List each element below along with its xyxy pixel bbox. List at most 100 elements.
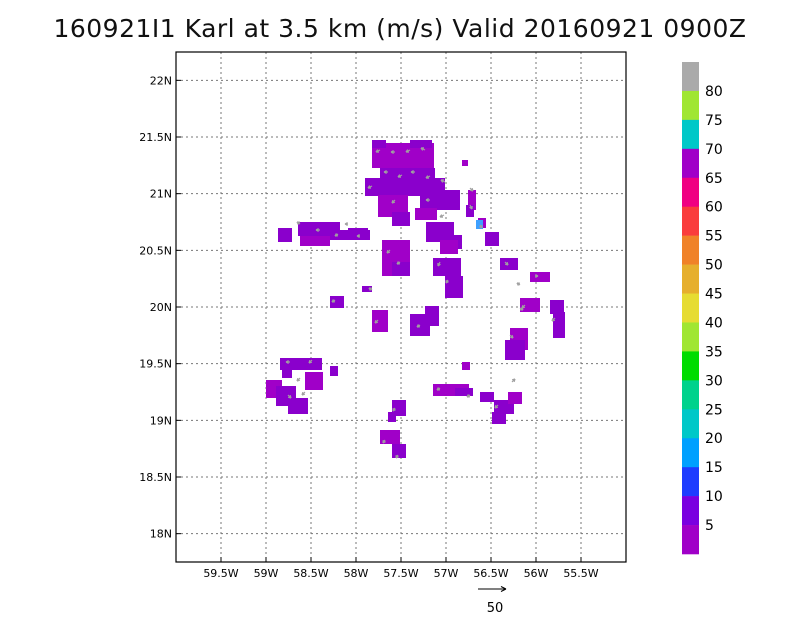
wind-vector-head <box>308 359 313 364</box>
wind-vector-head <box>469 205 473 210</box>
wind-vector-head <box>296 377 301 382</box>
wind-vector-head <box>395 454 399 459</box>
wind-field-cell <box>348 228 368 240</box>
wind-vector-head <box>375 149 380 153</box>
wind-field-cell <box>372 140 386 148</box>
lat-tick-label: 20N <box>150 301 172 314</box>
wind-field-cell <box>530 272 550 282</box>
wind-vector-head <box>392 407 396 412</box>
wind-field-cell <box>392 444 406 458</box>
colorbar-label: 60 <box>705 200 723 216</box>
colorbar-label: 25 <box>705 402 723 418</box>
colorbar-label: 15 <box>705 460 723 476</box>
wind-vector-head <box>425 198 429 202</box>
wind-vector-head <box>344 222 348 226</box>
colorbar-bin <box>682 264 699 294</box>
colorbar-bin <box>682 90 699 121</box>
wind-field-cell <box>508 392 522 404</box>
colorbar-bin <box>682 177 699 208</box>
colorbar-bin <box>682 467 699 497</box>
lon-tick-label: 55.5W <box>563 567 598 580</box>
colorbar-bin <box>682 235 699 265</box>
colorbar-label: 45 <box>705 287 723 303</box>
wind-vector-head <box>511 378 516 383</box>
wind-vector-head <box>519 307 524 311</box>
wind-field-cell <box>330 296 344 308</box>
wind-field-cell <box>440 240 458 254</box>
wind-field-cell <box>433 258 461 276</box>
wind-vector-head <box>439 214 444 218</box>
wind-vector-head <box>420 147 425 151</box>
lat-tick-label: 22N <box>150 74 172 87</box>
colorbar-label: 70 <box>705 142 723 158</box>
colorbar-bin <box>682 496 699 526</box>
colorbar-bin <box>682 119 699 150</box>
wind-vector-head <box>535 274 539 278</box>
wind-field-cell <box>553 312 565 338</box>
wind-field-cell <box>455 388 473 396</box>
wind-vector-head <box>334 233 339 237</box>
colorbar: 5 10 15 20 25 30 35 40 45 50 55 60 65 70 75 80 <box>682 62 723 555</box>
wind-field-cell <box>362 286 372 292</box>
colorbar-label: 65 <box>705 171 723 187</box>
reference-vector: 50 <box>478 586 507 616</box>
colorbar-bin <box>682 438 699 468</box>
wind-field-cell-high <box>476 220 483 229</box>
wind-vector-head <box>367 185 372 189</box>
wind-field-cell <box>492 412 506 424</box>
wind-vector-head <box>410 170 414 174</box>
wind-vector-head <box>405 149 410 153</box>
wind-field-cell <box>505 340 525 360</box>
wind-vector-head <box>356 234 360 238</box>
wind-field-cell <box>415 208 437 220</box>
lon-tick-label: 56.5W <box>473 567 508 580</box>
wind-vector-head <box>382 439 386 444</box>
colorbar-label: 5 <box>705 518 714 534</box>
wind-field-cell <box>392 262 410 276</box>
lat-tick-label: 19.5N <box>139 358 172 371</box>
wind-vector-head <box>469 187 474 192</box>
wind-vector-head <box>504 261 509 266</box>
wind-vector-head <box>301 391 306 396</box>
wind-field-cell <box>298 222 340 236</box>
wind-vector-head <box>445 279 449 284</box>
lon-tick-label: 59W <box>254 567 279 580</box>
wind-vectors <box>285 147 556 459</box>
colorbar-bin <box>682 525 699 555</box>
colorbar-bin <box>682 409 699 439</box>
colorbar-label: 75 <box>705 113 723 129</box>
colorbar-bin <box>682 62 699 92</box>
wind-vector-head <box>416 324 421 328</box>
lat-tick-label: 18N <box>150 528 172 541</box>
wind-field-cell <box>392 212 410 226</box>
reference-vector-label: 50 <box>487 601 504 616</box>
lon-tick-label: 59.5W <box>203 567 238 580</box>
wind-vector-head <box>437 262 441 267</box>
wind-vector-head <box>368 287 373 291</box>
colorbar-bin <box>682 148 699 179</box>
wind-field-cell <box>388 412 396 422</box>
reference-arrow-head <box>500 586 507 592</box>
colorbar-label: 20 <box>705 431 723 447</box>
colorbar-label: 55 <box>705 229 723 245</box>
wind-field-cell <box>410 140 432 148</box>
wind-field-cell <box>425 306 439 326</box>
wind-vector-head <box>397 174 402 178</box>
wind-vector-head <box>374 319 379 324</box>
wind-field-cell <box>282 368 292 378</box>
wind-vector-head <box>479 224 483 229</box>
wind-vector-head <box>383 170 387 174</box>
wind-vector-head <box>296 221 301 225</box>
lon-tick-label: 58.5W <box>293 567 328 580</box>
plot-title: 160921I1 Karl at 3.5 km (m/s) Valid 2016… <box>53 14 747 43</box>
wind-vector-head <box>494 404 499 409</box>
wind-field-cell <box>520 298 540 312</box>
wind-field-cell <box>462 160 468 166</box>
wind-field-cell <box>462 362 470 370</box>
wind-field-cell <box>305 372 323 390</box>
lon-tick-label: 57W <box>434 567 459 580</box>
wind-field-cell <box>300 236 330 246</box>
colorbar-label: 30 <box>705 373 723 389</box>
wind-vector-head <box>391 199 396 204</box>
